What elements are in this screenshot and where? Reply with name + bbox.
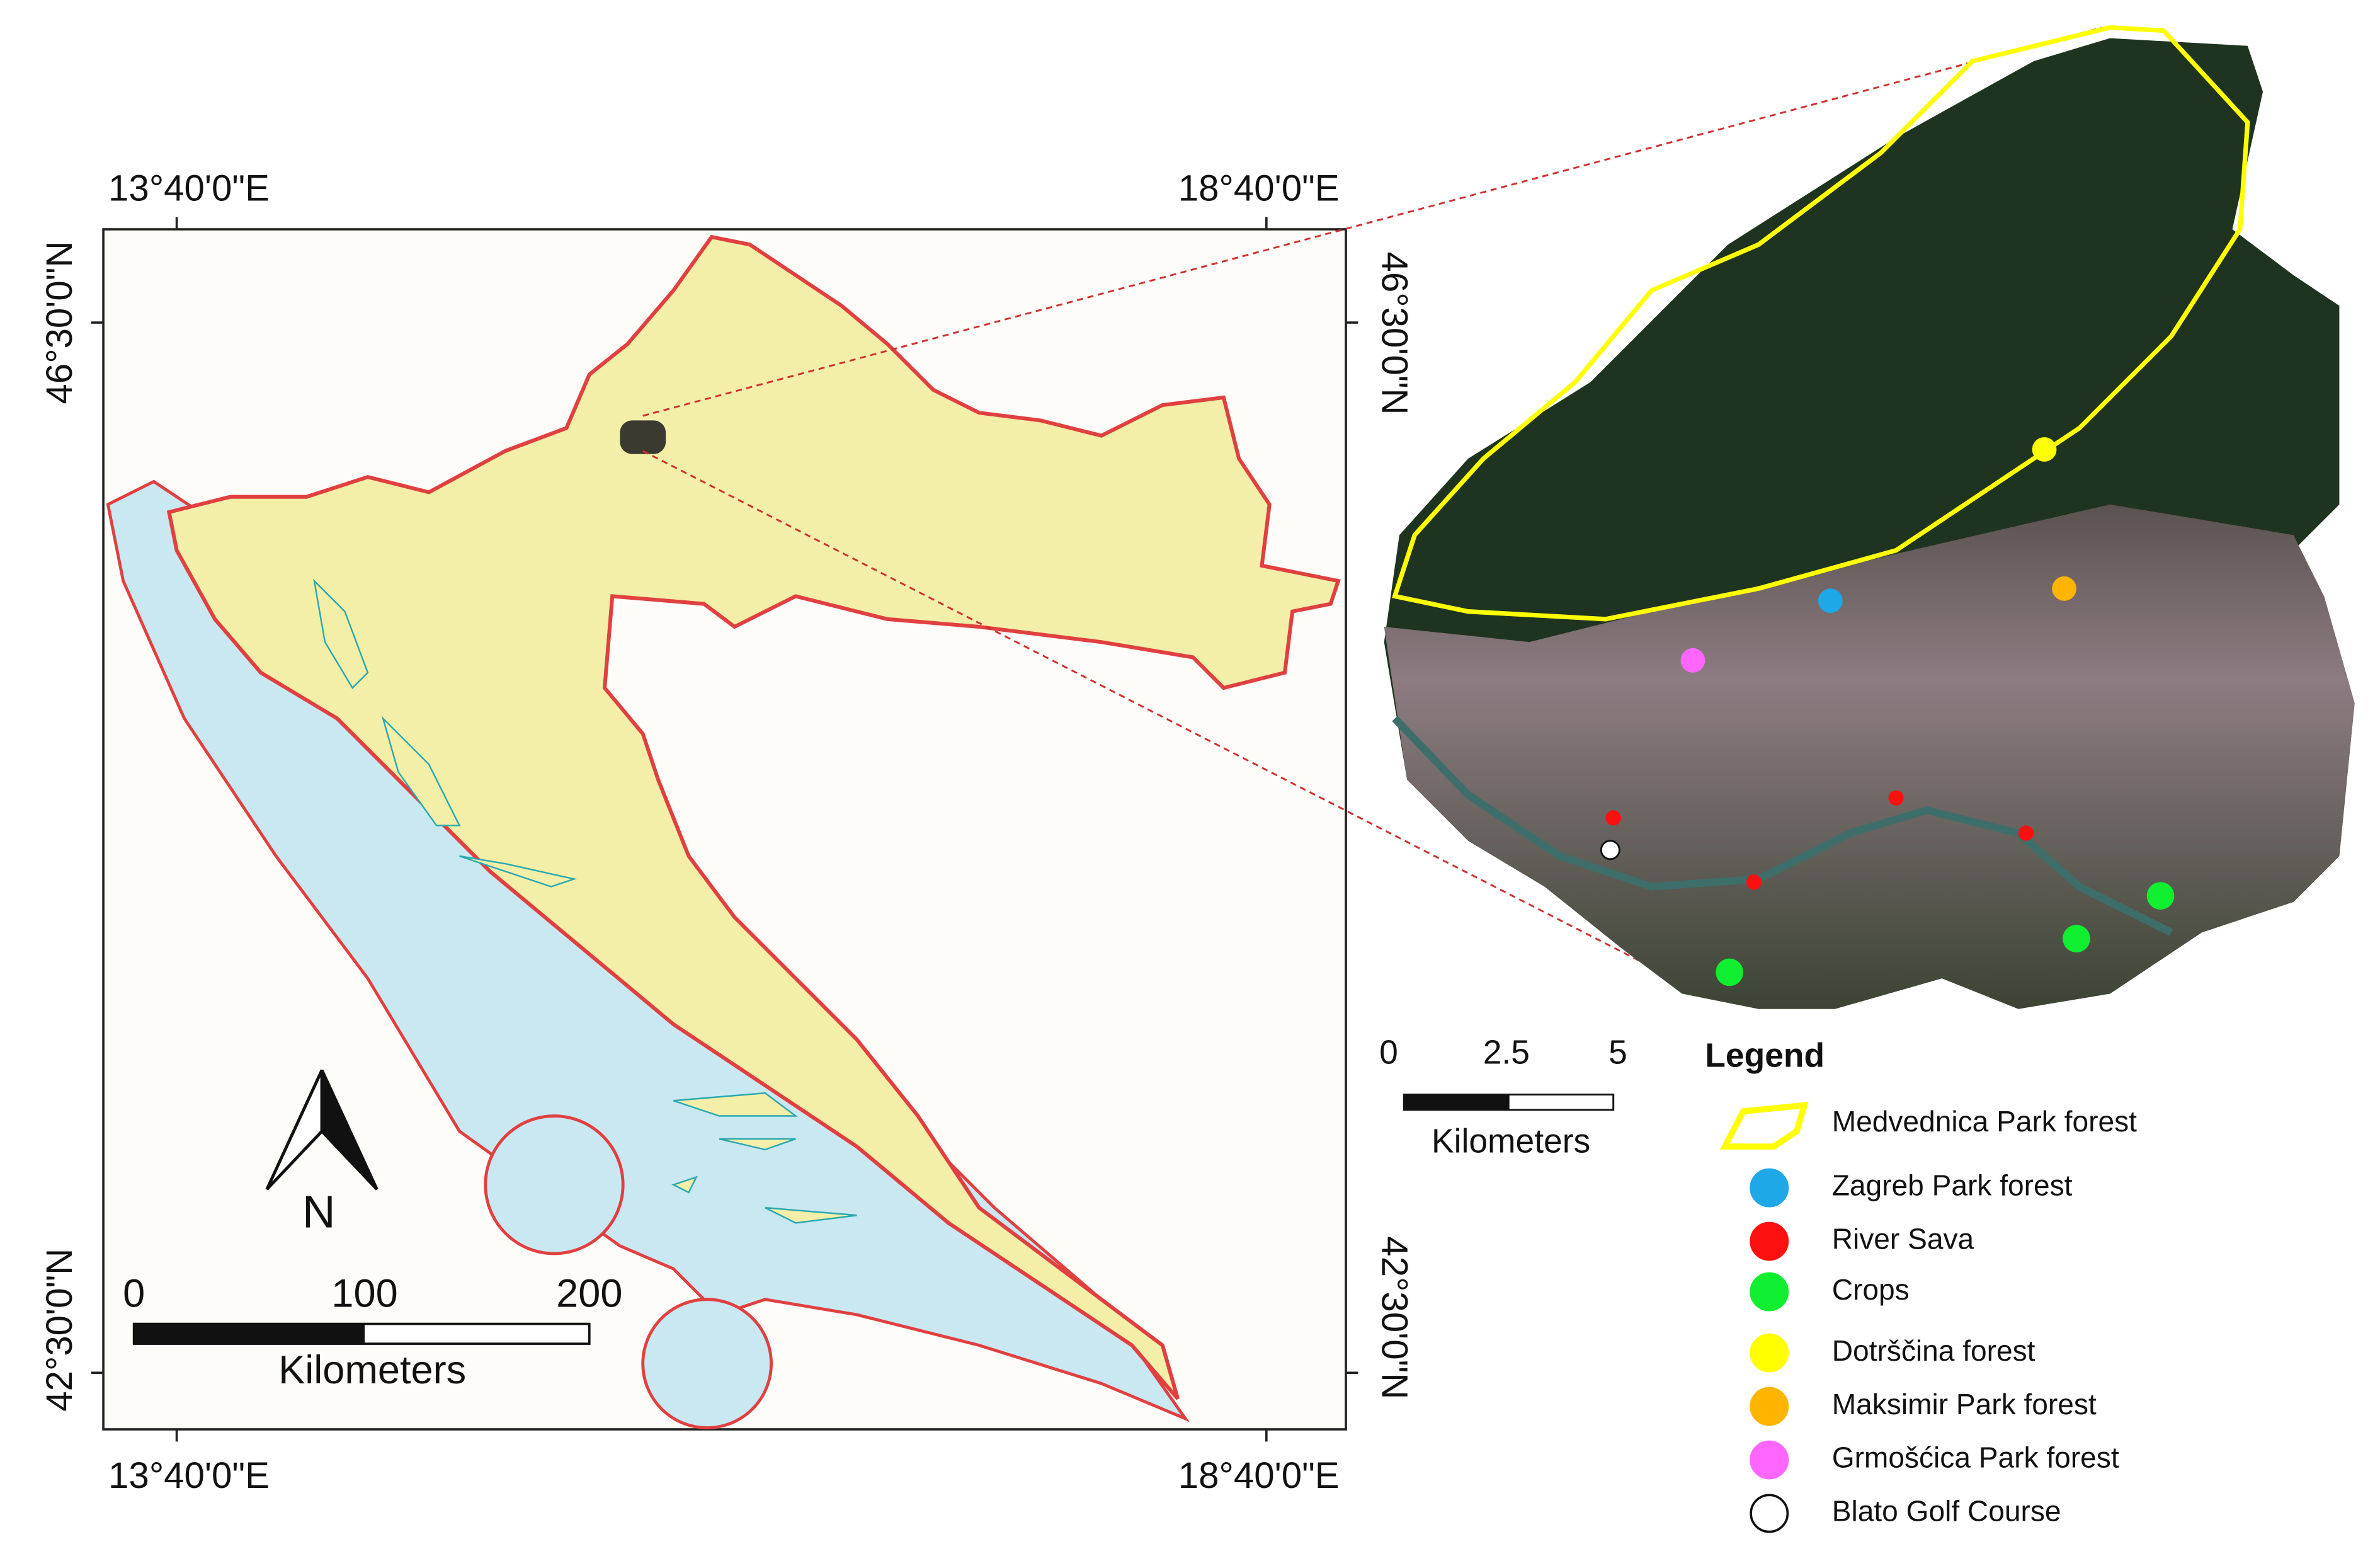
- sample-points: [1600, 437, 2175, 986]
- connector-line: [642, 450, 1644, 964]
- scale-unit: Kilometers: [1432, 1123, 1590, 1160]
- legend-label: Blato Golf Course: [1832, 1495, 2061, 1528]
- legend-symbol: [1750, 1387, 1789, 1426]
- map-point: [1888, 790, 1904, 806]
- scale-tick-label: 200: [556, 1272, 622, 1316]
- legend-symbol: [1750, 1168, 1789, 1208]
- graticule-ticks: [91, 217, 1358, 1442]
- medvednica-outline: [1391, 25, 2250, 622]
- right-scale-bar: [1403, 1094, 1615, 1111]
- scale-unit: Kilometers: [278, 1348, 466, 1392]
- legend-label: Zagreb Park forest: [1832, 1169, 2073, 1202]
- legend-label: Crops: [1832, 1273, 1910, 1306]
- scale-tick-label: 5: [1608, 1034, 1627, 1072]
- map-point: [1818, 588, 1843, 614]
- satellite-urban: [1384, 504, 2355, 1009]
- legend-symbol: [1750, 1440, 1789, 1480]
- scale-tick-label: 0: [1379, 1034, 1398, 1072]
- legend-symbol: [1750, 1494, 1789, 1533]
- lon-label: 18°40'0"E: [1178, 1455, 1340, 1496]
- scale-tick-label: 2.5: [1483, 1034, 1530, 1072]
- map-point: [2146, 882, 2175, 910]
- legend-title: Legend: [1705, 1037, 1825, 1074]
- lat-label: 46°30'0"N: [39, 241, 80, 404]
- map-point: [1680, 648, 1705, 673]
- legend-symbol: [1750, 1272, 1789, 1312]
- legend-symbol: [1750, 1221, 1789, 1261]
- legend-label: Grmošćica Park forest: [1832, 1441, 2119, 1474]
- map-point: [1716, 958, 1743, 986]
- zagreb-inset-area: [620, 420, 666, 454]
- lon-label: 13°40'0"E: [108, 1455, 270, 1496]
- lat-label: 42°30'0"N: [1374, 1236, 1415, 1399]
- legend-label: River Sava: [1832, 1223, 1974, 1255]
- river-sava: [1392, 716, 2173, 936]
- map-point: [2052, 576, 2077, 601]
- map-point: [1605, 810, 1621, 826]
- north-arrow: [265, 1069, 379, 1191]
- map-point: [1600, 840, 1620, 861]
- lat-label: 42°30'0"N: [39, 1249, 80, 1412]
- map-point: [1746, 874, 1762, 890]
- legend-symbol: [1750, 1333, 1789, 1373]
- scale-tick-label: 100: [331, 1272, 397, 1316]
- north-label: N: [302, 1186, 336, 1237]
- map-point: [2032, 437, 2057, 462]
- connector-line: [642, 26, 2103, 417]
- scale-tick-label: 0: [123, 1272, 145, 1316]
- map-point: [2018, 825, 2034, 841]
- islands: [313, 578, 857, 1224]
- legend-label: Maksimir Park forest: [1832, 1388, 2097, 1421]
- lat-label: 46°30'0"N: [1374, 251, 1415, 415]
- legend-label: Dotrščina forest: [1832, 1334, 2036, 1367]
- map-point: [2063, 925, 2090, 952]
- left-scale-bar: [132, 1322, 591, 1345]
- legend-label: Medvednica Park forest: [1832, 1105, 2137, 1138]
- legend: Medvednica Park forest Zagreb Park forest…: [1719, 1101, 2137, 1533]
- lon-label: 13°40'0"E: [108, 168, 270, 209]
- lon-label: 18°40'0"E: [1178, 168, 1340, 209]
- legend-symbol: [1719, 1101, 1809, 1150]
